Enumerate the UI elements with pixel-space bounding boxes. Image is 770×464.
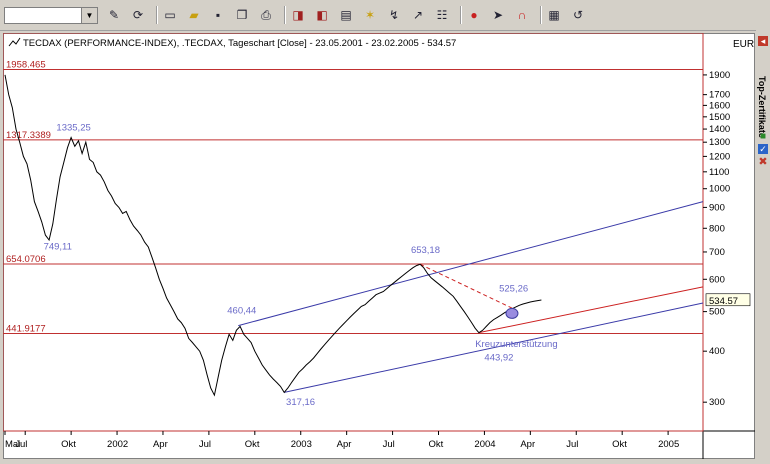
edit-indicator-icon[interactable]: ↗ [412, 8, 424, 22]
y-tick-label: 400 [709, 346, 725, 357]
template-icon[interactable]: ▦ [548, 8, 560, 22]
x-tick-label: 2005 [658, 439, 679, 450]
x-tick-label: Jul [383, 439, 395, 450]
y-tick-label: 1200 [709, 151, 730, 162]
properties-icon[interactable]: ☷ [436, 8, 448, 22]
window-icon[interactable]: ◨ [292, 8, 304, 22]
trend-line-channel-upper[interactable] [238, 201, 704, 327]
horizontal-level-label: 441.9177 [6, 324, 46, 335]
x-tick-label: Apr [337, 439, 352, 450]
display-icon[interactable]: ▤ [340, 8, 352, 22]
bookmark-icon[interactable]: ■ [759, 131, 767, 142]
chart-type-icon [8, 37, 21, 47]
copy-icon[interactable]: ❐ [236, 8, 248, 22]
x-tick-label: 2003 [291, 439, 312, 450]
x-tick-label: Apr [153, 439, 168, 450]
y-tick-label: 1100 [709, 167, 729, 178]
horizontal-level-label: 1958.465 [6, 60, 46, 71]
price-annotation: 653,18 [411, 245, 440, 256]
horizontal-level-label: 1317.3389 [6, 130, 51, 141]
toolbar-separator [284, 6, 286, 24]
chart-select-combo[interactable]: ▼ [4, 7, 98, 24]
cursor-icon[interactable]: ➤ [492, 8, 504, 22]
price-annotation: 460,44 [227, 305, 256, 316]
y-tick-label: 1900 [709, 70, 730, 81]
toolbar-separator [156, 6, 158, 24]
chevron-down-icon[interactable]: ▼ [81, 8, 97, 23]
sparkle-icon[interactable]: ✶ [364, 8, 376, 22]
x-tick-label: 2004 [474, 439, 495, 450]
trend-line-downtrend[interactable] [419, 263, 516, 311]
y-tick-label: 1700 [709, 90, 730, 101]
price-annotation: 525,26 [499, 284, 528, 295]
toolbar-separator [460, 6, 462, 24]
magnet-icon[interactable]: ∩ [517, 8, 527, 22]
undo-icon[interactable]: ↺ [572, 8, 584, 22]
window-alt-icon[interactable]: ◧ [316, 8, 328, 22]
x-tick-label: Apr [520, 439, 535, 450]
last-value-label: 534.57 [709, 296, 738, 307]
x-tick-label: Mai [5, 439, 20, 450]
arrow-left-icon[interactable]: ◂ [758, 36, 768, 46]
x-tick-label: Okt [612, 439, 627, 450]
y-tick-label: 700 [709, 247, 725, 258]
close-icon[interactable]: ✖ [758, 156, 768, 168]
x-tick-label: Okt [428, 439, 443, 450]
stop-icon[interactable]: ● [470, 8, 478, 22]
horizontal-level-label: 654.0706 [6, 254, 46, 265]
toolbar: ▼ ✎ ⟳ ▭ ▰ ▪ ❐ ⎙ ◨ ◧ ▤ ✶ ↯ ↗ ☷ ● ➤ ∩ ▦ ↺ [0, 0, 770, 31]
checkbox-icon[interactable]: ✓ [758, 144, 768, 154]
y-tick-label: 1500 [709, 112, 730, 123]
price-line [4, 74, 542, 397]
y-tick-label: 1300 [709, 137, 730, 148]
y-tick-label: 500 [709, 307, 725, 318]
y-tick-label: 900 [709, 202, 725, 213]
x-tick-label: 2002 [107, 439, 128, 450]
open-folder-icon[interactable]: ▰ [189, 8, 199, 22]
trend-line-channel-lower[interactable] [284, 302, 704, 393]
chart[interactable]: 1958.465 1317.3389 654.0706 441.9177 1335,2… [3, 33, 755, 459]
sidebar-label[interactable]: Top-Zertifikate [757, 76, 767, 138]
price-annotation: Kreuzunterstützung [475, 339, 557, 350]
print-icon[interactable]: ⎙ [261, 8, 271, 22]
chart-title: TECDAX (PERFORMANCE-INDEX), .TECDAX, Tag… [23, 38, 456, 49]
currency-label: EUR [733, 39, 754, 50]
x-tick-label: Okt [61, 439, 76, 450]
price-annotation: 1335,25 [56, 122, 90, 133]
toolbar-separator [540, 6, 542, 24]
indicator-icon[interactable]: ↯ [388, 8, 400, 22]
y-tick-label: 600 [709, 274, 725, 285]
y-tick-label: 800 [709, 223, 725, 234]
x-tick-label: Jul [15, 439, 27, 450]
y-tick-label: 1000 [709, 184, 730, 195]
y-tick-label: 1400 [709, 124, 730, 135]
x-tick-label: Okt [245, 439, 260, 450]
trend-line-support[interactable] [478, 286, 704, 334]
refresh-icon[interactable]: ⟳ [132, 8, 144, 22]
price-annotation: 443,92 [484, 352, 513, 363]
x-tick-label: Jul [566, 439, 578, 450]
save-icon[interactable]: ▪ [215, 8, 221, 22]
y-tick-label: 1600 [709, 100, 730, 111]
plot-border [3, 33, 704, 432]
x-tick-label: Jul [199, 439, 211, 450]
sidebar: ◂ Top-Zertifikate ■ ✓ ✖ [756, 30, 770, 464]
cross-support-marker[interactable] [505, 307, 519, 319]
pen-icon[interactable]: ✎ [108, 8, 120, 22]
price-annotation: 749,11 [44, 241, 72, 252]
y-tick-label: 300 [709, 397, 725, 408]
last-value-box [705, 293, 751, 307]
chart-frame [3, 33, 755, 459]
new-page-icon[interactable]: ▭ [164, 8, 176, 22]
price-annotation: 317,16 [286, 397, 315, 408]
